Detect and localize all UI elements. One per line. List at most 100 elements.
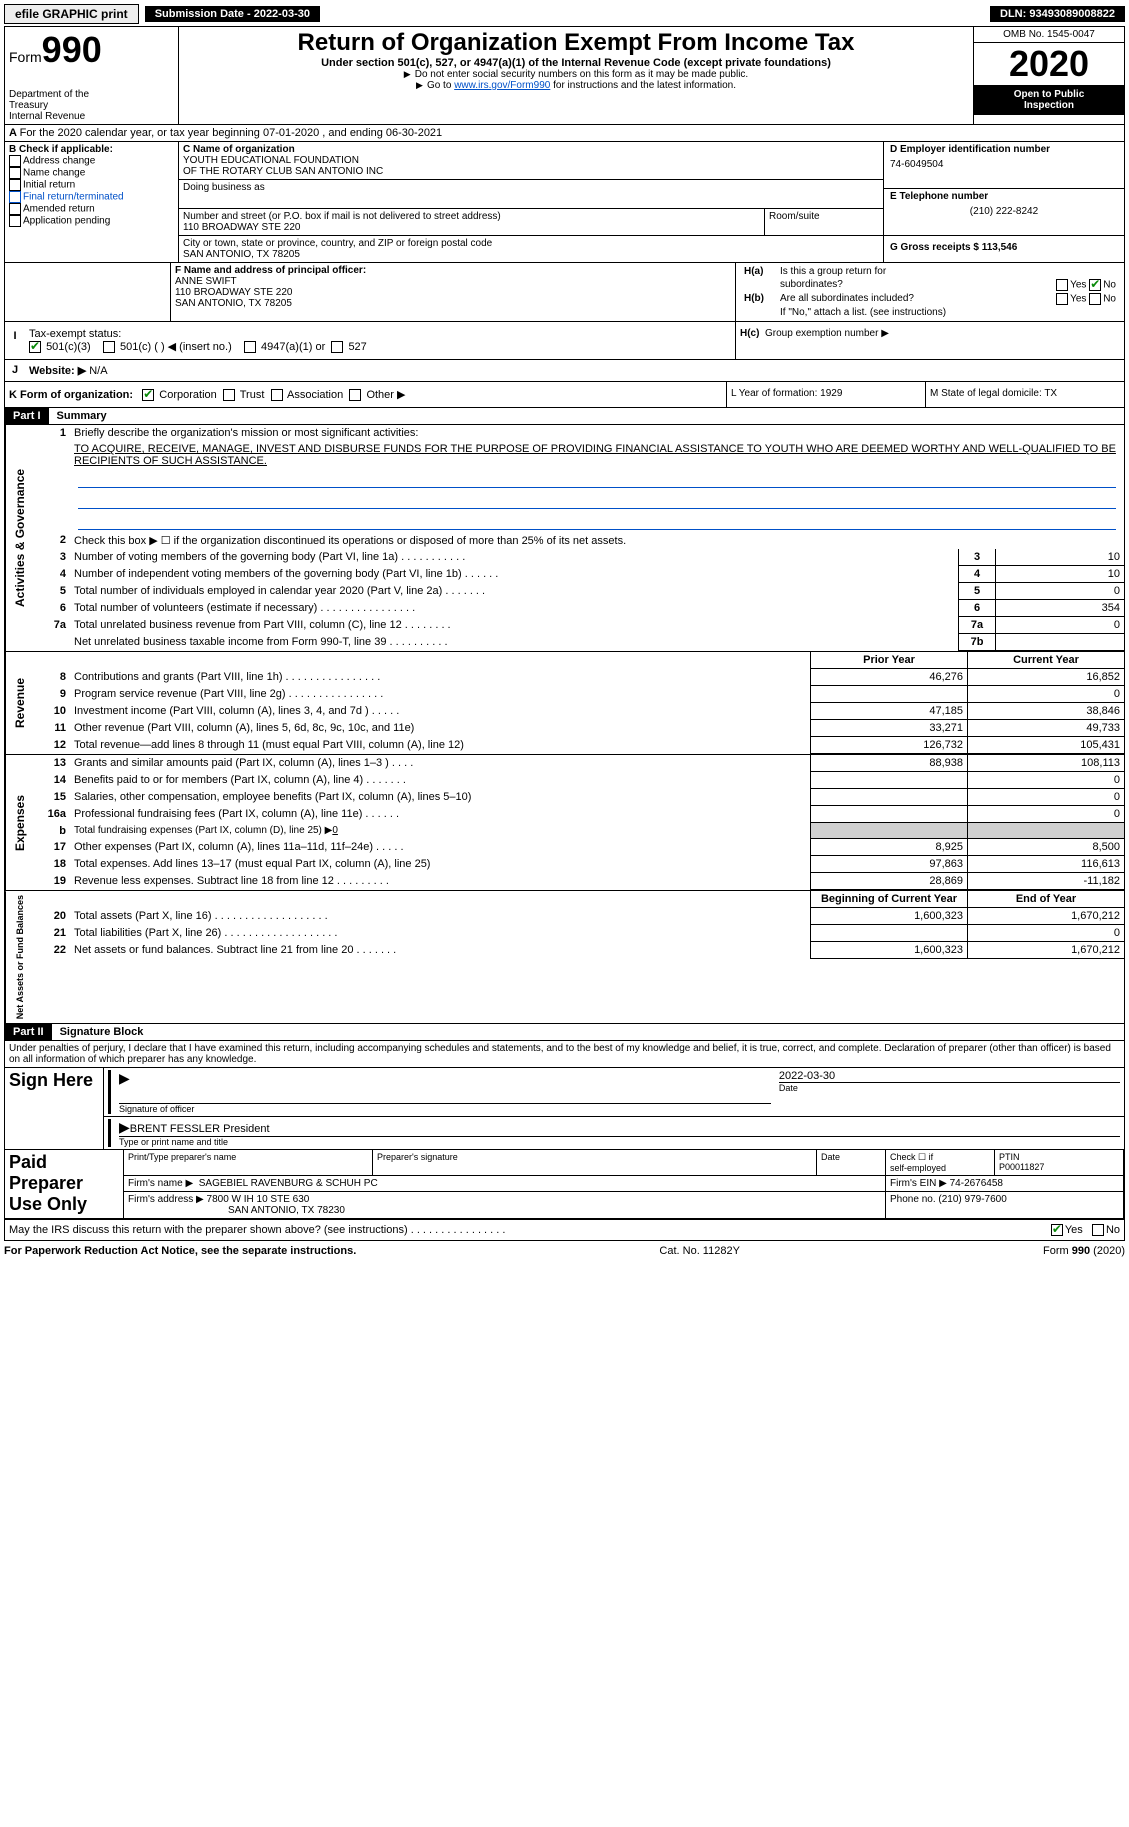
declaration-text: Under penalties of perjury, I declare th… bbox=[5, 1041, 1124, 1067]
sign-here-label: Sign Here bbox=[5, 1068, 104, 1150]
table-row: 6Total number of volunteers (estimate if… bbox=[34, 600, 1124, 617]
check-initial-return[interactable]: Initial return bbox=[9, 179, 174, 191]
check-4947[interactable]: 4947(a)(1) or bbox=[244, 341, 325, 353]
ptin-label: PTIN bbox=[999, 1152, 1119, 1162]
check-527[interactable]: 527 bbox=[331, 341, 366, 353]
box-g-label: G Gross receipts $ 113,546 bbox=[890, 242, 1017, 253]
table-row: 14Benefits paid to or for members (Part … bbox=[34, 772, 1124, 789]
discuss-question: May the IRS discuss this return with the… bbox=[9, 1224, 408, 1236]
box-f-label: F Name and address of principal officer: bbox=[175, 265, 731, 276]
check-trust[interactable]: Trust bbox=[223, 389, 265, 401]
check-amended-return[interactable]: Amended return bbox=[9, 203, 174, 215]
efile-print-button[interactable]: efile GRAPHIC print bbox=[4, 4, 139, 24]
hb-text: Are all subordinates included? bbox=[780, 293, 1056, 305]
discuss-no[interactable]: No bbox=[1092, 1224, 1120, 1236]
table-row: 20Total assets (Part X, line 16) . . . .… bbox=[34, 908, 1124, 925]
check-501c3[interactable]: 501(c)(3) bbox=[29, 341, 91, 353]
sig-date-value: 2022-03-30 bbox=[779, 1070, 1120, 1082]
city-value: SAN ANTONIO, TX 78205 bbox=[183, 249, 879, 260]
table-row: 10Investment income (Part VIII, column (… bbox=[34, 703, 1124, 720]
beginning-year-header: Beginning of Current Year bbox=[811, 891, 968, 908]
end-year-header: End of Year bbox=[968, 891, 1125, 908]
table-row: 9Program service revenue (Part VIII, lin… bbox=[34, 686, 1124, 703]
firm-ein-value: 74-2676458 bbox=[950, 1178, 1003, 1189]
paid-preparer-label: Paid Preparer Use Only bbox=[5, 1150, 124, 1219]
hb-note: If "No," attach a list. (see instruction… bbox=[780, 307, 946, 318]
form-number: 990 bbox=[42, 29, 102, 70]
firm-addr-label: Firm's address ▶ bbox=[128, 1194, 204, 1205]
ha-no[interactable]: No bbox=[1089, 279, 1116, 291]
dept-2: Treasury bbox=[9, 100, 174, 111]
firm-name-value: SAGEBIEL RAVENBURG & SCHUH PC bbox=[199, 1178, 378, 1189]
preparer-date-header: Date bbox=[817, 1150, 886, 1176]
instructions-link[interactable]: www.irs.gov/Form990 bbox=[454, 80, 550, 91]
table-row: bTotal fundraising expenses (Part IX, co… bbox=[34, 823, 1124, 839]
officer-addr-1: 110 BROADWAY STE 220 bbox=[175, 287, 731, 298]
tax-exempt-label: Tax-exempt status: bbox=[29, 328, 121, 340]
table-row: 15Salaries, other compensation, employee… bbox=[34, 789, 1124, 806]
discuss-yes[interactable]: Yes bbox=[1051, 1224, 1083, 1236]
page-footer: For Paperwork Reduction Act Notice, see … bbox=[4, 1241, 1125, 1261]
table-row: 5Total number of individuals employed in… bbox=[34, 583, 1124, 600]
check-other[interactable]: Other ▶ bbox=[349, 389, 405, 401]
officer-name: ANNE SWIFT bbox=[175, 276, 731, 287]
form-note-1: Do not enter social security numbers on … bbox=[183, 69, 969, 80]
dept-3: Internal Revenue bbox=[9, 111, 174, 122]
check-address-change[interactable]: Address change bbox=[9, 155, 174, 167]
note2-a: Go to bbox=[416, 80, 454, 91]
org-name-1: YOUTH EDUCATIONAL FOUNDATION bbox=[183, 155, 879, 166]
check-corporation[interactable]: Corporation bbox=[142, 389, 217, 401]
table-row: 19Revenue less expenses. Subtract line 1… bbox=[34, 873, 1124, 890]
check-501c[interactable]: 501(c) ( ) ◀ (insert no.) bbox=[103, 341, 232, 353]
table-row: 22Net assets or fund balances. Subtract … bbox=[34, 942, 1124, 959]
firm-addr-2: SAN ANTONIO, TX 78230 bbox=[128, 1205, 881, 1216]
self-employed-check[interactable]: Check ☐ ifself-employed bbox=[886, 1150, 995, 1176]
room-suite-label: Room/suite bbox=[764, 209, 883, 235]
form-header: Form990 Department of the Treasury Inter… bbox=[5, 27, 1124, 125]
q2-text: Check this box ▶ ☐ if the organization d… bbox=[70, 532, 1124, 549]
footer-right: Form 990 (2020) bbox=[1043, 1245, 1125, 1257]
firm-phone-label: Phone no. bbox=[890, 1194, 936, 1205]
website-value: N/A bbox=[89, 365, 107, 377]
footer-left: For Paperwork Reduction Act Notice, see … bbox=[4, 1245, 356, 1257]
vlabel-expenses: Expenses bbox=[5, 755, 34, 890]
footer-mid: Cat. No. 11282Y bbox=[659, 1245, 740, 1257]
check-association[interactable]: Association bbox=[271, 389, 344, 401]
table-row: 7aTotal unrelated business revenue from … bbox=[34, 617, 1124, 634]
hb-no[interactable]: No bbox=[1089, 293, 1116, 305]
dln-label: DLN: 93493089008822 bbox=[990, 6, 1125, 22]
officer-typed-name: BRENT FESSLER President bbox=[130, 1123, 270, 1135]
submission-date-label: Submission Date - 2022-03-30 bbox=[145, 6, 320, 22]
mission-text: TO ACQUIRE, RECEIVE, MANAGE, INVEST AND … bbox=[70, 441, 1124, 469]
table-row: 17Other expenses (Part IX, column (A), l… bbox=[34, 839, 1124, 856]
tax-year: 2020 bbox=[974, 42, 1124, 85]
officer-addr-2: SAN ANTONIO, TX 78205 bbox=[175, 298, 731, 309]
table-row: 13Grants and similar amounts paid (Part … bbox=[34, 755, 1124, 772]
table-row: 11Other revenue (Part VIII, column (A), … bbox=[34, 720, 1124, 737]
box-b-title: B Check if applicable: bbox=[9, 144, 174, 155]
table-row: 3Number of voting members of the governi… bbox=[34, 549, 1124, 566]
box-c-label: C Name of organization bbox=[183, 144, 879, 155]
table-row: 12Total revenue—add lines 8 through 11 (… bbox=[34, 737, 1124, 754]
box-k-label: K Form of organization: bbox=[9, 389, 133, 401]
box-m: M State of legal domicile: TX bbox=[926, 382, 1124, 407]
table-row: 8Contributions and grants (Part VIII, li… bbox=[34, 669, 1124, 686]
phone-value: (210) 222-8242 bbox=[890, 206, 1118, 217]
preparer-sig-header: Preparer's signature bbox=[373, 1150, 817, 1176]
check-name-change[interactable]: Name change bbox=[9, 167, 174, 179]
hb-yes[interactable]: Yes bbox=[1056, 293, 1086, 305]
q1-label: Briefly describe the organization's miss… bbox=[70, 425, 1124, 441]
omb-number: OMB No. 1545-0047 bbox=[974, 27, 1124, 42]
box-l: L Year of formation: 1929 bbox=[727, 382, 926, 407]
firm-ein-label: Firm's EIN ▶ bbox=[890, 1178, 947, 1189]
note2-b: for instructions and the latest informat… bbox=[550, 80, 736, 91]
website-label: Website: ▶ bbox=[29, 365, 86, 377]
table-row: 16aProfessional fundraising fees (Part I… bbox=[34, 806, 1124, 823]
ein-value: 74-6049504 bbox=[890, 159, 1118, 170]
table-row: 4Number of independent voting members of… bbox=[34, 566, 1124, 583]
check-application-pending[interactable]: Application pending bbox=[9, 215, 174, 227]
prior-year-header: Prior Year bbox=[811, 652, 968, 669]
check-final-return[interactable]: Final return/terminated bbox=[9, 191, 174, 203]
ha-yes[interactable]: Yes bbox=[1056, 279, 1086, 291]
ha-label: H(a) bbox=[744, 266, 780, 277]
